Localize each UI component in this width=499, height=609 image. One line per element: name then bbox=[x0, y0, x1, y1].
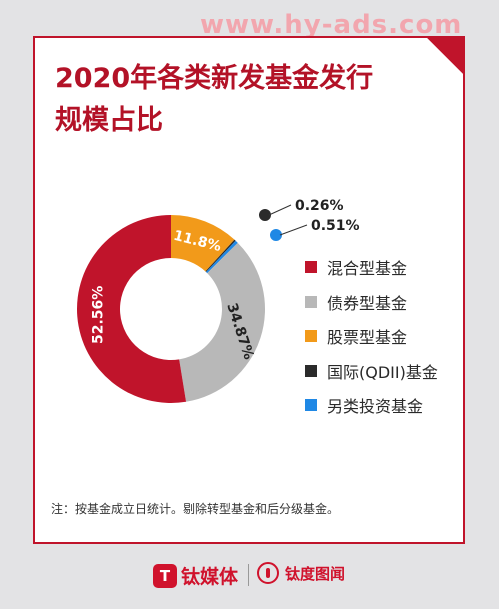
donut-slice bbox=[205, 239, 236, 272]
donut-chart: 52.56% 34.87%11.8%0.26%0.51% bbox=[76, 198, 360, 403]
callout-label: 0.26% bbox=[295, 198, 344, 214]
callout-dot bbox=[259, 209, 271, 221]
legend-swatch bbox=[305, 330, 317, 343]
callout-line bbox=[268, 204, 292, 216]
callout-line bbox=[279, 224, 308, 236]
footer-divider bbox=[248, 564, 249, 586]
legend-label: 国际(QDII)基金 bbox=[327, 362, 438, 382]
donut-slice bbox=[206, 240, 238, 274]
chart-legend: 混合型基金 债券型基金 股票型基金 国际(QDII)基金 另类投资基金 bbox=[305, 250, 438, 423]
watermark-url: www.hy-ads.com bbox=[200, 10, 463, 40]
legend-swatch bbox=[305, 364, 317, 377]
callout-dot bbox=[270, 229, 282, 241]
brand-name-1: 钛媒体 bbox=[181, 566, 239, 588]
legend-item: 混合型基金 bbox=[305, 250, 438, 285]
donut-slice bbox=[179, 242, 265, 402]
legend-item: 债券型基金 bbox=[305, 285, 438, 320]
chart-card: 2020年各类新发基金发行 规模占比 52.56% 34.87% 11.8% 0.26… bbox=[33, 36, 465, 544]
legend-item: 国际(QDII)基金 bbox=[305, 354, 438, 389]
slice-value-label: 52.56% bbox=[91, 286, 107, 344]
footnote: 注：按基金成立日统计。剔除转型基金和后分级基金。 bbox=[51, 502, 340, 516]
chart-title: 2020年各类新发基金发行 规模占比 bbox=[55, 58, 415, 142]
chart-title-line1: 2020年各类新发基金发行 bbox=[55, 63, 374, 94]
brand-name-2: 钛度图闻 bbox=[285, 564, 346, 583]
legend-swatch bbox=[305, 295, 317, 308]
chart-title-line2: 规模占比 bbox=[55, 105, 163, 136]
legend-swatch bbox=[305, 399, 317, 412]
legend-label: 股票型基金 bbox=[327, 328, 408, 348]
legend-swatch bbox=[305, 261, 317, 274]
tmtpost-logo-icon: T bbox=[153, 563, 177, 588]
tiduo-logo-icon bbox=[257, 562, 279, 584]
brand-tmtpost: T 钛媒体 bbox=[153, 562, 238, 589]
legend-label: 混合型基金 bbox=[327, 259, 408, 279]
callout-label: 0.51% bbox=[311, 218, 360, 234]
brand-tiduo: 钛度图闻 bbox=[257, 562, 345, 584]
legend-item: 另类投资基金 bbox=[305, 388, 438, 423]
legend-item: 股票型基金 bbox=[305, 319, 438, 354]
donut-slice bbox=[171, 215, 235, 272]
legend-label: 债券型基金 bbox=[327, 293, 408, 313]
corner-fold-icon bbox=[425, 38, 463, 76]
donut-slice bbox=[76, 215, 187, 403]
legend-label: 另类投资基金 bbox=[327, 397, 424, 417]
footer: T 钛媒体 钛度图闻 bbox=[0, 560, 499, 594]
